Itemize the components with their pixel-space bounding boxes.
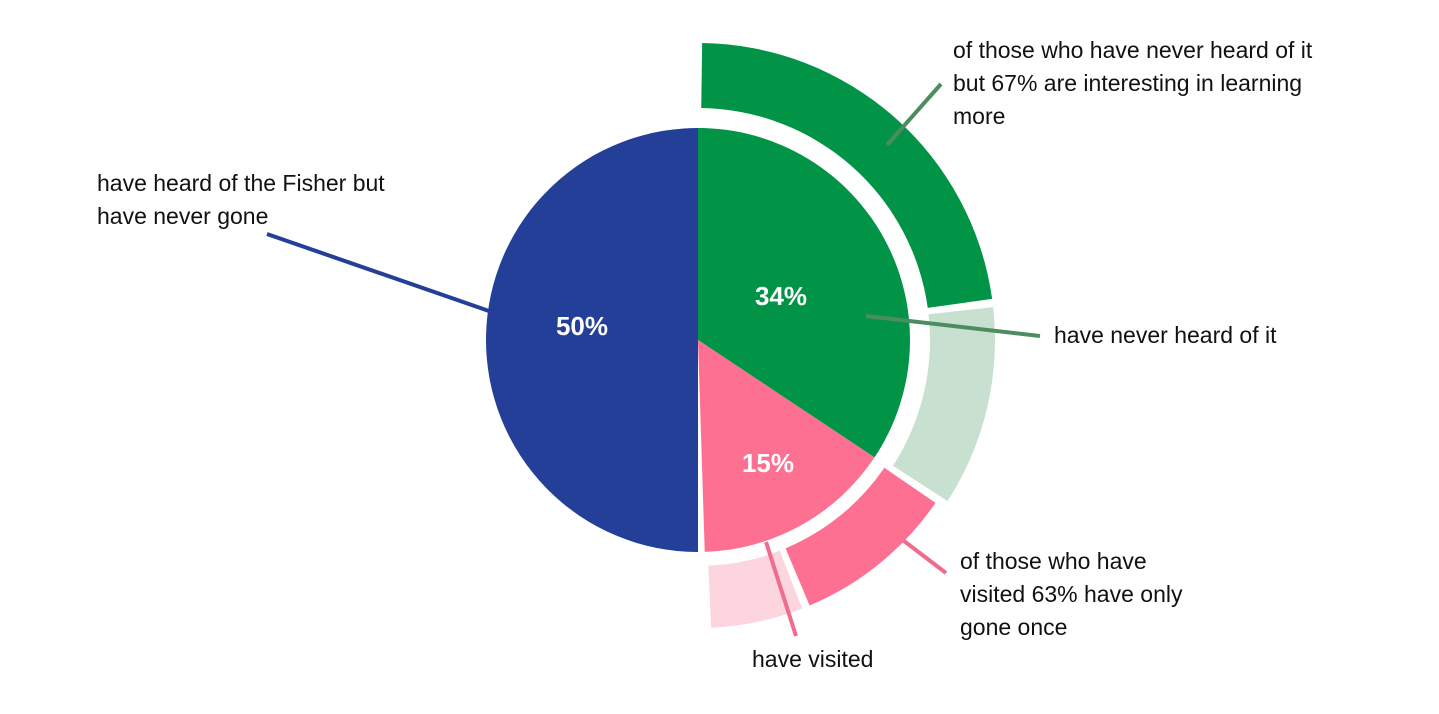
leader-never-heard: [865, 314, 1041, 338]
pie-slice-2: [698, 340, 875, 552]
data-label-never-heard: 34%: [755, 281, 807, 311]
annotation-visited: have visited: [752, 646, 874, 672]
leader-never-heard-interest: [885, 82, 943, 147]
annotation-never-heard-interest: of those who have never heard of it but …: [953, 37, 1313, 129]
outer-ring-once-rest: [708, 550, 803, 628]
pie-slice-0: [485, 128, 705, 553]
leader-heard-never-gone: [266, 232, 490, 313]
leader-visited: [764, 541, 798, 637]
leader-visited-once: [902, 539, 948, 575]
annotation-never-heard: have never heard of it: [1054, 322, 1277, 348]
data-label-visited: 15%: [742, 448, 794, 478]
outer-ring: [701, 43, 996, 628]
data-label-heard-never-gone: 50%: [556, 311, 608, 341]
pie-slice-1: [698, 128, 911, 458]
leader-lines: [266, 82, 1041, 637]
outer-ring-interest-rest: [892, 307, 996, 502]
annotation-heard-never-gone: have heard of the Fisher but have never …: [97, 170, 385, 229]
annotation-visited-once: of those who have visited 63% have only …: [960, 548, 1183, 640]
outer-ring-once-share: [785, 467, 936, 606]
outer-ring-interest-share: [701, 43, 993, 308]
inner-pie: [485, 128, 911, 553]
